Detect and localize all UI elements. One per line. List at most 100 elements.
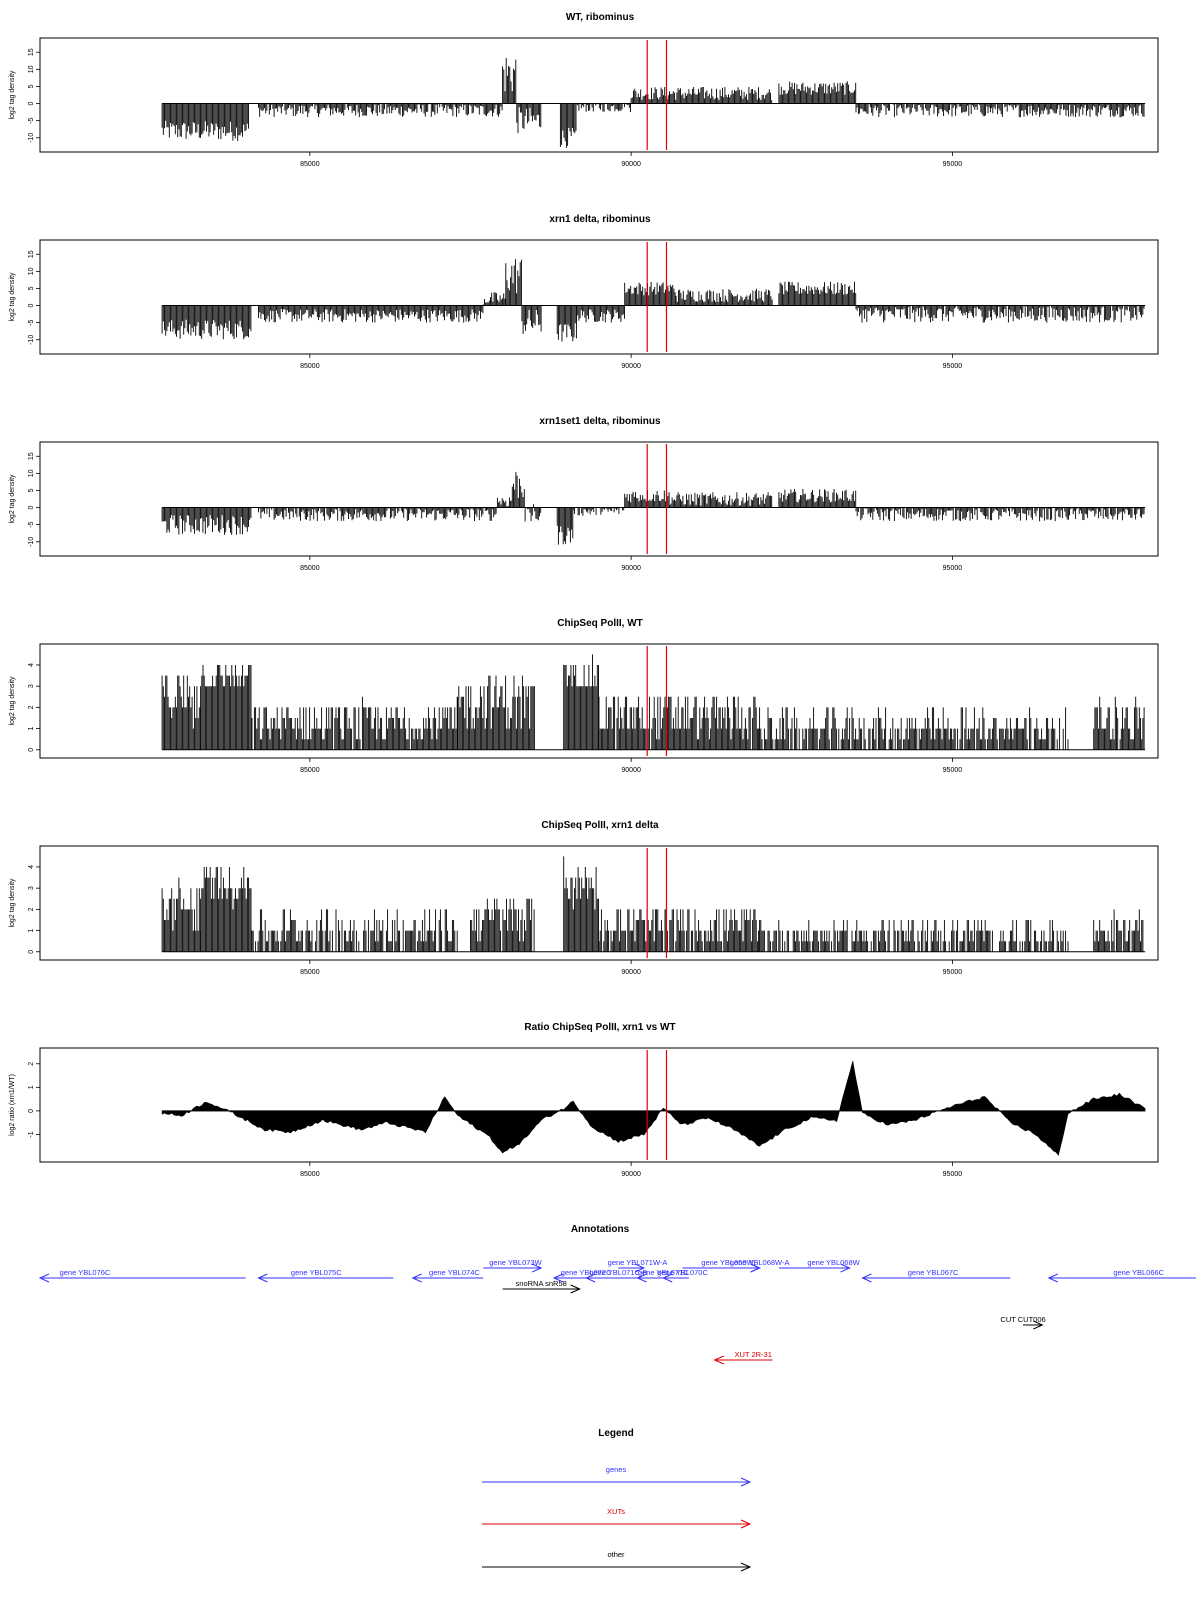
legend-item-other: other xyxy=(482,1550,752,1572)
x-tick-label: 95000 xyxy=(943,969,963,976)
y-tick-label: 2 xyxy=(28,705,35,709)
x-tick-label: 85000 xyxy=(300,363,320,370)
y-axis-label: log2 ratio (xrn1/WT) xyxy=(9,1074,16,1136)
y-tick-label: 0 xyxy=(28,304,35,308)
legend-item-xut: XUTs xyxy=(482,1507,752,1529)
x-tick-label: 90000 xyxy=(621,161,641,168)
plot-frame xyxy=(39,1047,1159,1163)
panel-title: xrn1set1 delta, ribominus xyxy=(539,416,661,427)
feature-gene: gene YBL074C xyxy=(411,1268,484,1283)
y-tick-label: 15 xyxy=(28,452,35,460)
y-tick-label: 10 xyxy=(28,267,35,275)
x-tick-label: 85000 xyxy=(300,1171,320,1178)
y-tick-label: 1 xyxy=(28,929,35,933)
feature-label: gene YBL071C-B xyxy=(589,1268,647,1277)
feature-gene: gene YBL067C xyxy=(861,1268,1011,1283)
feature-label: gene YBL069W xyxy=(701,1258,754,1267)
y-tick-label: 0 xyxy=(28,950,35,954)
feature-label: XUT 2R-31 xyxy=(735,1350,772,1359)
x-tick-label: 85000 xyxy=(300,969,320,976)
legend-title: Legend xyxy=(598,1428,634,1439)
feature-label: gene YBL075C xyxy=(291,1268,342,1277)
feature-gene: gene YBL068W-A xyxy=(695,1258,790,1273)
feature-label: gene YBL067C xyxy=(908,1268,959,1277)
y-tick-label: 10 xyxy=(28,469,35,477)
y-tick-label: 2 xyxy=(28,907,35,911)
legend-label: XUTs xyxy=(607,1507,625,1516)
panel-title: ChipSeq PolII, WT xyxy=(557,618,643,629)
y-tick-label: 4 xyxy=(28,865,35,869)
series-bars xyxy=(161,654,1145,750)
feature-gene: gene YBL071C-B xyxy=(584,1268,647,1283)
feature-label: gene YBL072C xyxy=(561,1268,612,1277)
panel-3: xrn1set1 delta, ribominus 15 10 5 0 -5 -10 log2… xyxy=(9,416,1159,572)
y-tick-label: 0 xyxy=(28,102,35,106)
y-tick-label: 5 xyxy=(28,286,35,290)
y-tick-label: 3 xyxy=(28,684,35,688)
x-tick-label: 90000 xyxy=(621,767,641,774)
y-tick-label: 1 xyxy=(28,1085,35,1089)
feature-label: gene YBL074C xyxy=(429,1268,480,1277)
feature-label: gene YBL071C xyxy=(638,1268,689,1277)
y-tick-label: 5 xyxy=(28,488,35,492)
y-tick-label: 15 xyxy=(28,48,35,56)
panel-1: WT, ribominus 15 10 5 0 -5 -10 log2 tag density… xyxy=(9,12,1159,168)
panel-title: WT, ribominus xyxy=(566,12,635,23)
x-tick-label: 95000 xyxy=(943,161,963,168)
feature-label: gene YBL076C xyxy=(60,1268,111,1277)
feature-gene: gene YBL066C xyxy=(1047,1268,1196,1283)
panel-title: xrn1 delta, ribominus xyxy=(549,214,651,225)
y-tick-label: -10 xyxy=(28,133,35,143)
x-tick-label: 90000 xyxy=(621,363,641,370)
y-tick-label: 0 xyxy=(28,748,35,752)
feature-label: gene YBL066C xyxy=(1113,1268,1164,1277)
series-bars xyxy=(161,471,1145,545)
series-bars xyxy=(161,856,1144,952)
plot-frame xyxy=(39,239,1159,355)
plot-frame xyxy=(39,441,1159,557)
y-axis-label: log2 tag density xyxy=(9,70,16,120)
y-tick-label: 5 xyxy=(28,84,35,88)
y-tick-label: 0 xyxy=(28,1109,35,1113)
series-bars xyxy=(161,259,1145,342)
feature-label: CUT CUT006 xyxy=(1000,1315,1045,1324)
y-tick-label: 4 xyxy=(28,663,35,667)
x-tick-label: 95000 xyxy=(943,565,963,572)
y-tick-label: 1 xyxy=(28,727,35,731)
x-tick-label: 85000 xyxy=(300,161,320,168)
y-tick-label: 15 xyxy=(28,250,35,258)
y-tick-label: -5 xyxy=(28,319,35,325)
feature-label: gene YBL070C xyxy=(657,1268,708,1277)
legend-label: other xyxy=(607,1550,625,1559)
feature-label: snoRNA snR58 xyxy=(516,1279,567,1288)
feature-label: gene YBL073W xyxy=(489,1258,542,1267)
feature-gene: gene YBL068W xyxy=(778,1258,861,1273)
y-tick-label: 2 xyxy=(28,1062,35,1066)
feature-other: snoRNA snR58 xyxy=(502,1279,581,1294)
feature-label: gene YBL071W-A xyxy=(608,1258,668,1267)
annotations-title: Annotations xyxy=(571,1224,630,1235)
plot-frame xyxy=(39,643,1159,759)
y-tick-label: 0 xyxy=(28,506,35,510)
x-tick-label: 95000 xyxy=(943,363,963,370)
plot-frame xyxy=(39,37,1159,153)
feature-gene: gene YBL070C xyxy=(657,1268,708,1283)
x-tick-label: 85000 xyxy=(300,565,320,572)
panel-6: Ratio ChipSeq PolII, xrn1 vs WT 2 1 0 -1 log2… xyxy=(9,1022,1159,1178)
y-axis-label: log2 tag density xyxy=(9,878,16,928)
x-tick-label: 90000 xyxy=(621,1171,641,1178)
panel-title: ChipSeq PolII, xrn1 delta xyxy=(541,820,659,831)
feature-label: gene YBL068W-A xyxy=(730,1258,790,1267)
y-axis-label: log2 tag density xyxy=(9,474,16,524)
feature-gene: gene YBL076C xyxy=(38,1268,246,1283)
legend: Legend genes XUTs other xyxy=(482,1428,752,1572)
legend-label: genes xyxy=(606,1465,627,1474)
annotations: Annotations gene YBL076C gene YBL075C gene … xyxy=(38,1224,1196,1365)
series-bars xyxy=(161,58,1145,148)
feature-gene: gene YBL075C xyxy=(257,1268,394,1283)
feature-label: gene YBL068W xyxy=(807,1258,860,1267)
y-tick-label: -10 xyxy=(28,335,35,345)
y-axis-label: log2 tag density xyxy=(9,676,16,726)
feature-gene: gene YBL071W-A xyxy=(608,1258,668,1273)
